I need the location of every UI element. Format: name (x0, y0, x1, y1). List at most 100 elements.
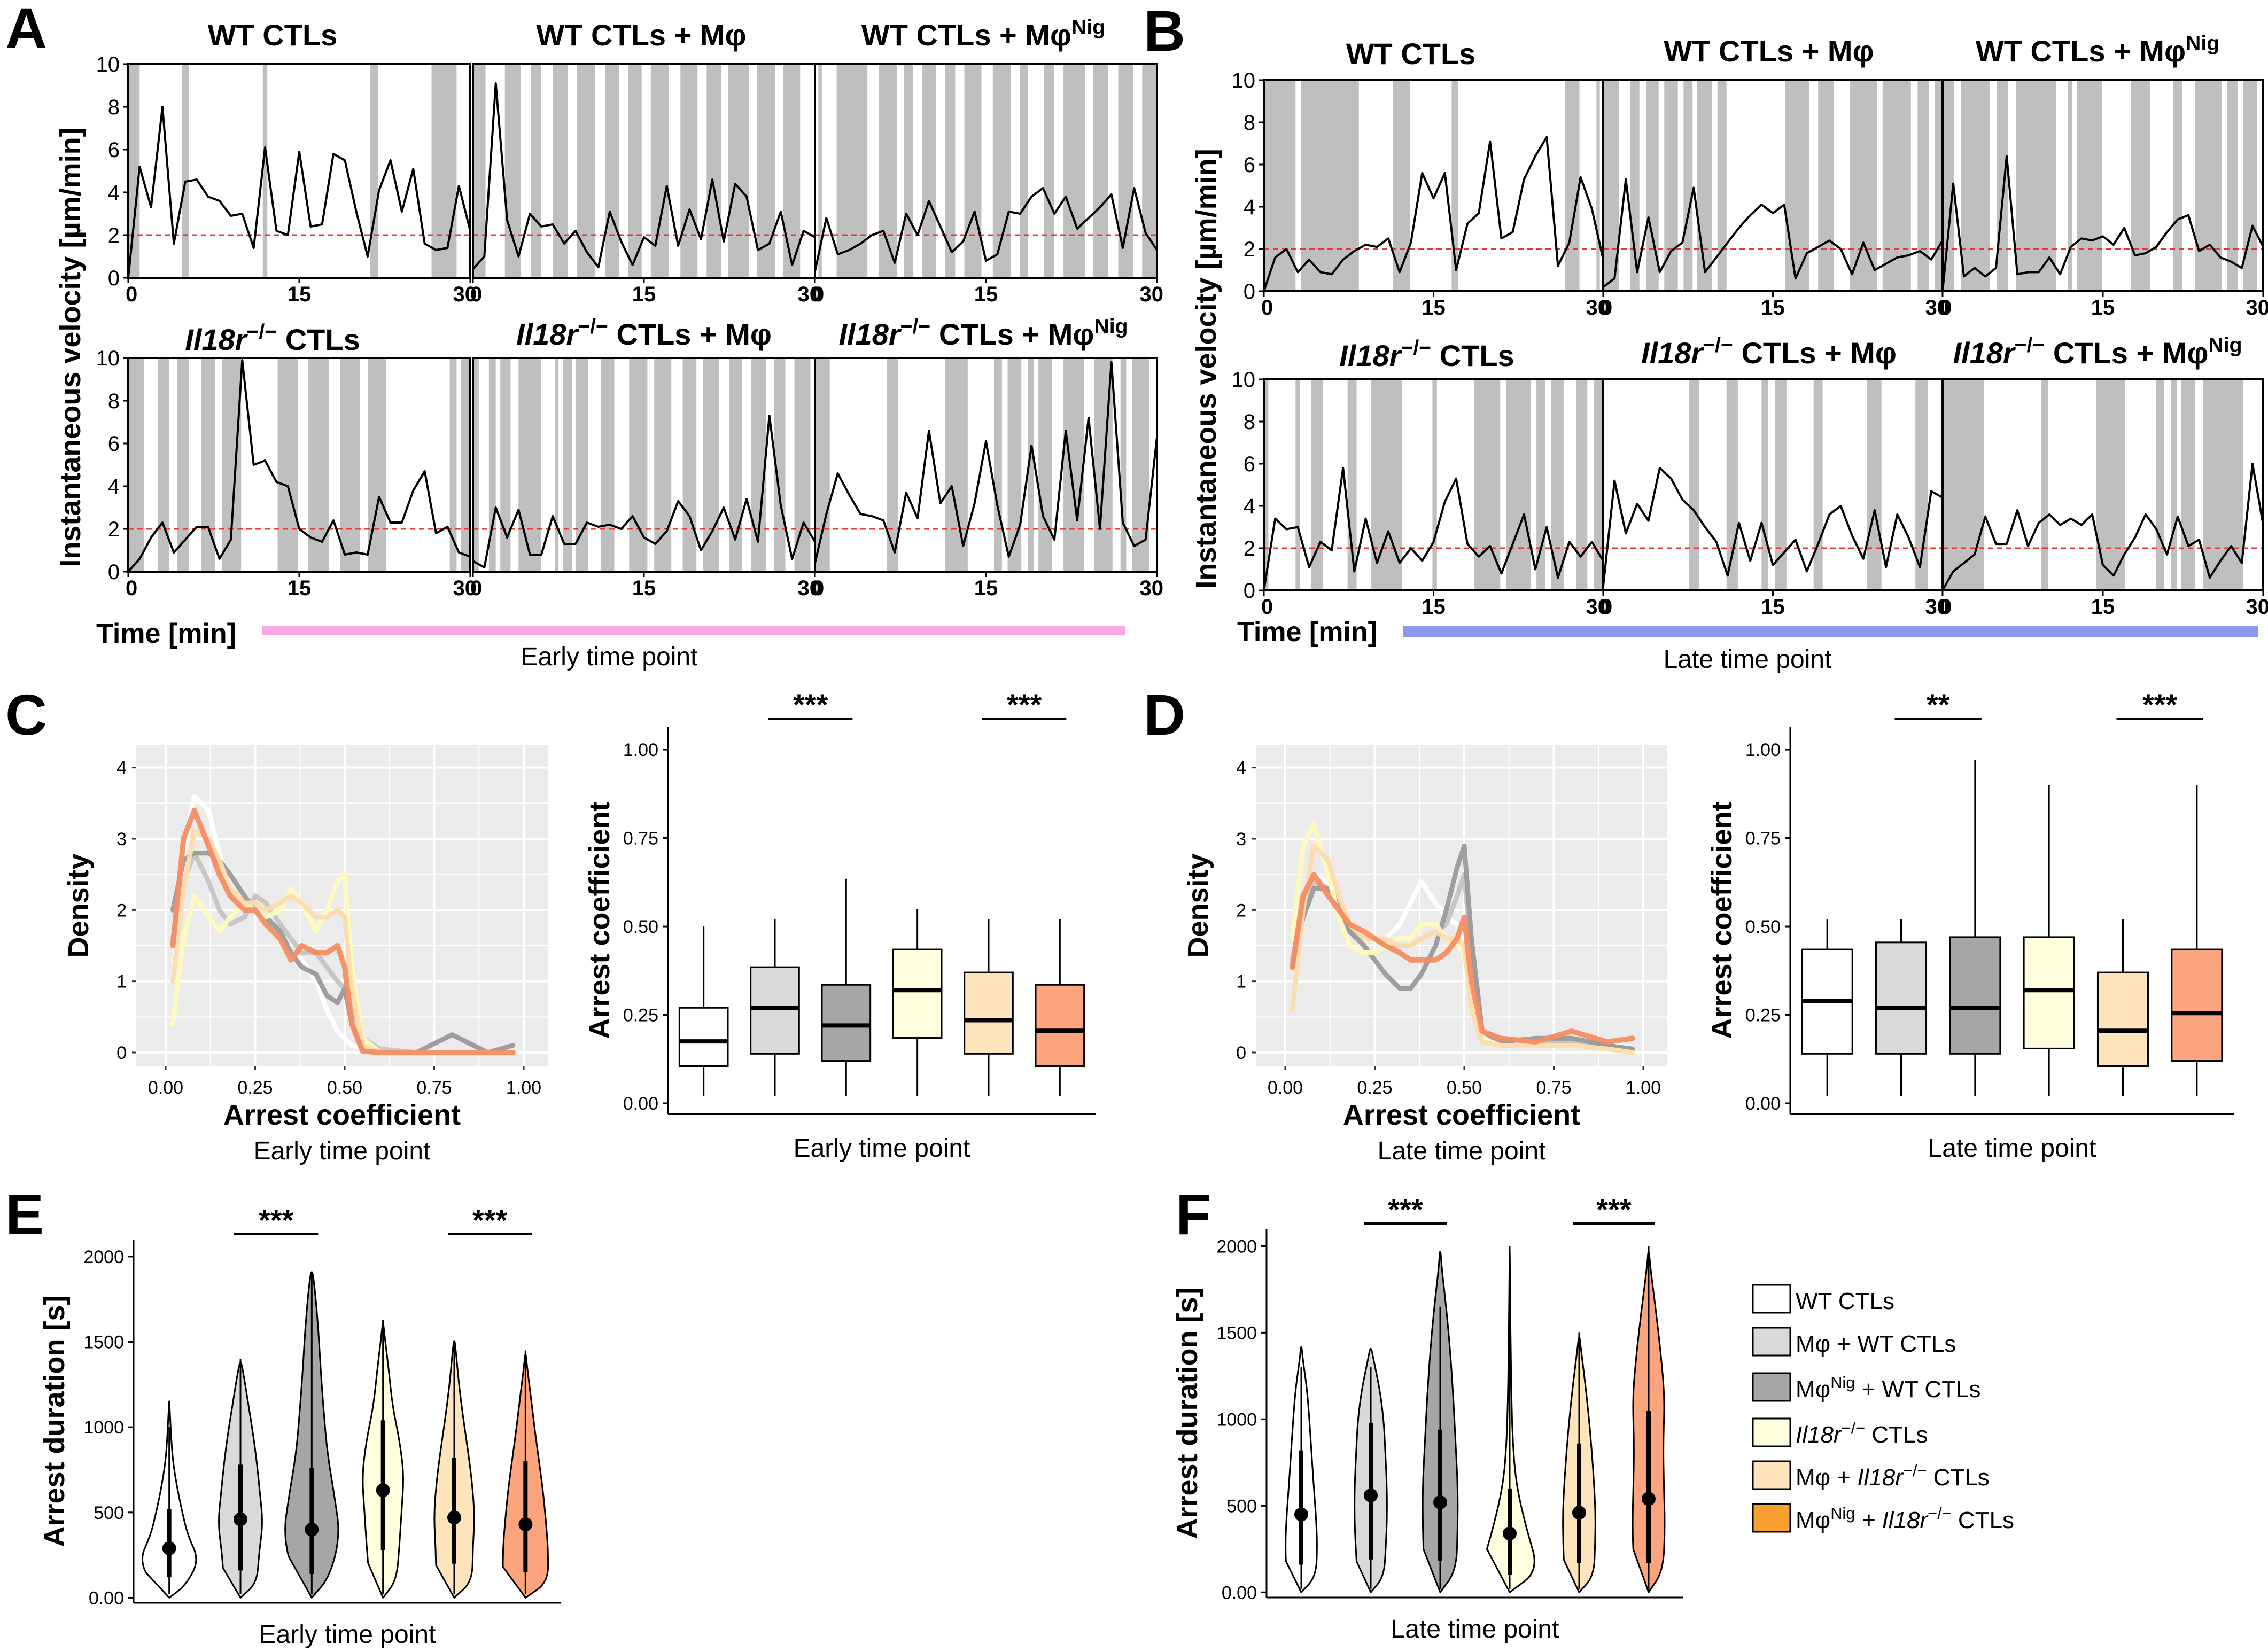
panel-letter-e: E (5, 1182, 44, 1246)
arrest-interval-shade (605, 64, 619, 278)
arrest-interval-shade (182, 64, 189, 278)
x-tick-label: 1.00 (1626, 1078, 1661, 1098)
arrest-interval-shade (2068, 80, 2072, 291)
y-tick-label: 0 (1244, 280, 1255, 303)
arrest-interval-shade (201, 358, 215, 572)
legend-item: MφNig + WT CTLs (1752, 1372, 1981, 1403)
violin-median-dot (376, 1483, 390, 1498)
density-plot: 0.00 0.25 0.50 0.75 1.00 0 1 2 3 4 Arrest coeffici… (63, 745, 548, 1165)
arrest-interval-shade (650, 64, 669, 278)
arrest-interval-shade (473, 358, 479, 572)
x-tick-label: 0.50 (1447, 1078, 1482, 1098)
title-main: WT CTLs (208, 18, 338, 52)
y-tick-label: 4 (1236, 758, 1246, 778)
arrest-interval-shade (680, 64, 698, 278)
x-tick-label: 0.00 (148, 1078, 183, 1098)
arrest-interval-shade (815, 358, 830, 572)
y-tick-label: 4 (108, 475, 120, 498)
density-timepoint-label: Late time point (1378, 1137, 1546, 1165)
arrest-interval-shade (1717, 80, 1727, 291)
legend-swatch (1752, 1372, 1791, 1402)
panel-letter-c: C (5, 682, 47, 747)
y-tick-label: 1500 (1216, 1323, 1257, 1343)
arrest-interval-shade (728, 64, 749, 278)
arrest-interval-shade (2195, 80, 2222, 291)
velocity-plot-title: Il18r−/− CTLs (185, 321, 360, 357)
legend-label: MφNig + Il18r−/− CTLs (1796, 1504, 2014, 1534)
arrest-interval-shade (1850, 80, 1877, 291)
late-timepoint-bar (1403, 626, 2258, 637)
box-plot: 0.00 0.25 0.50 0.75 1.00 *** *** Arrest coeffic… (584, 688, 1096, 1163)
violin-median-dot (1642, 1492, 1656, 1506)
velocity-plot-title: WT CTLs + Mφ (1664, 34, 1874, 68)
arrest-interval-shade (1576, 379, 1588, 590)
y-tick-label: 0.50 (623, 917, 658, 937)
y-tick-label: 2 (1244, 537, 1255, 560)
y-tick-label: 0 (108, 267, 120, 290)
y-tick-label: 1000 (1216, 1409, 1257, 1430)
x-tick-label: 0.00 (1268, 1078, 1303, 1098)
x-tick-label: 15 (974, 576, 998, 600)
y-tick-label: 0 (1244, 579, 1255, 603)
box-body (1875, 941, 1928, 1055)
arrest-interval-shade (1761, 379, 1769, 590)
arrest-interval-shade (757, 64, 775, 278)
violin-median-dot (1294, 1507, 1308, 1522)
arrest-interval-shade (1917, 80, 1929, 291)
arrest-interval-shade (553, 64, 568, 278)
violin-plot: 0.00 500 1000 1500 2000 *** *** Arrest duration… (38, 1203, 561, 1649)
velocity-line (1263, 466, 1604, 591)
x-tick-label: 0.50 (327, 1078, 362, 1098)
x-tick-label: 15 (2091, 595, 2115, 619)
legend-gene: + Il18r (1855, 1507, 1929, 1533)
x-tick-label: 0 (812, 576, 824, 600)
legend-swatch (1752, 1417, 1791, 1447)
title-gene-sup: −/− (1401, 337, 1431, 360)
x-tick-label: 15 (632, 576, 656, 600)
y-tick-label: 8 (1244, 111, 1255, 135)
violin-median-dot (1572, 1506, 1586, 1520)
title-gene-sup: −/− (246, 321, 277, 344)
arrest-interval-shade (682, 358, 697, 572)
arrest-interval-shade (2131, 80, 2150, 291)
legend-item: MφNig + Il18r−/− CTLs (1752, 1503, 2014, 1534)
arrest-interval-shade (177, 358, 189, 572)
x-tick-label: 0 (1261, 296, 1273, 320)
legend-swatch (1752, 1327, 1791, 1357)
density-curve (170, 807, 516, 1055)
arrest-interval-shade (703, 358, 719, 572)
arrest-interval-shade (1943, 80, 1954, 291)
x-tick-label: 30 (453, 283, 477, 306)
arrest-interval-shade (531, 64, 541, 278)
arrest-interval-shade (1997, 80, 2008, 291)
arrest-interval-shade (945, 64, 956, 278)
plot-frame (127, 63, 471, 279)
x-tick-label: 30 (1140, 283, 1164, 306)
velocity-xlabel-a: Time [min] (96, 618, 236, 649)
arrest-interval-shade (1646, 80, 1659, 291)
arrest-interval-shade (1961, 80, 1990, 291)
velocity-ylabel-a: Instantaneous velocity [µm/min] (55, 127, 87, 567)
arrest-interval-shade (1664, 80, 1678, 291)
velocity-ylabel-b: Instantaneous velocity [µm/min] (1190, 149, 1222, 588)
legend-label: MφNig + WT CTLs (1796, 1373, 1981, 1403)
y-tick-label: 2 (108, 518, 120, 541)
violin-median-dot (1503, 1526, 1517, 1541)
legend-sup: Nig (1830, 1504, 1855, 1523)
x-tick-label: 30 (798, 576, 822, 600)
x-tick-label: 0.75 (1536, 1078, 1571, 1098)
arrest-interval-shade (818, 64, 822, 278)
y-tick-label: 4 (116, 758, 127, 778)
box-body (2171, 948, 2223, 1062)
arrest-interval-shade (461, 358, 470, 572)
legend-item: Mφ + Il18r−/− CTLs (1752, 1460, 1990, 1491)
legend-text: Mφ + WT CTLs (1796, 1331, 1956, 1357)
x-tick-label: 15 (1422, 296, 1446, 320)
velocity-line (814, 187, 1158, 272)
title-main: WT CTLs + Mφ (1664, 34, 1874, 68)
title-main: CTLs (1431, 339, 1514, 372)
arrest-interval-shade (1028, 358, 1034, 572)
y-tick-label: 6 (1244, 453, 1255, 476)
legend-text: WT CTLs (1796, 1288, 1894, 1314)
arrest-interval-shade (128, 64, 140, 278)
